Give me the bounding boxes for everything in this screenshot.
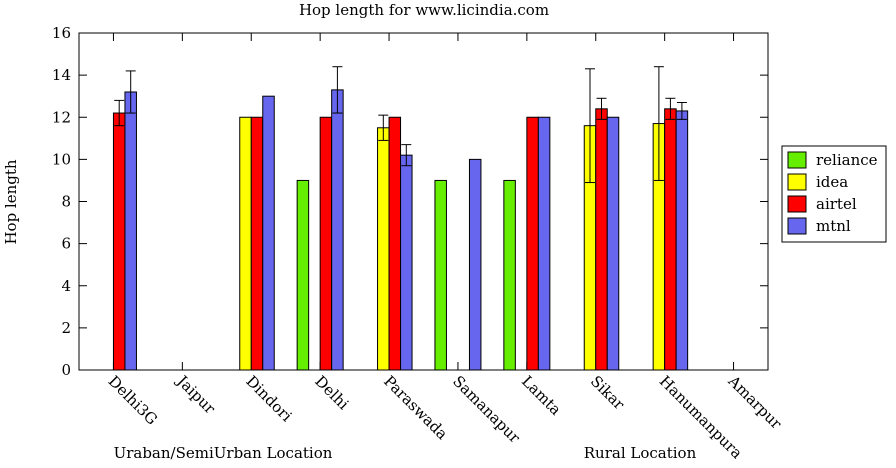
- legend-swatch-mtnl: [787, 217, 807, 235]
- bar-mtnl: [606, 116, 620, 371]
- y-axis-label: Hop length: [2, 159, 20, 244]
- y-tick-label: 12: [52, 108, 71, 126]
- x-tick-label: Dindori: [242, 372, 295, 425]
- y-tick-label: 14: [52, 66, 71, 84]
- bar-airtel: [595, 108, 608, 371]
- legend-label-airtel: airtel: [816, 195, 857, 213]
- bar-mtnl: [675, 110, 689, 371]
- bar-airtel: [250, 116, 264, 371]
- y-tick-label: 2: [61, 319, 71, 337]
- bar-airtel: [664, 108, 677, 371]
- y-tick-label: 10: [52, 150, 71, 168]
- y-tick-label: 6: [61, 235, 71, 253]
- y-tick-label: 16: [52, 24, 71, 42]
- bar-mtnl: [262, 95, 275, 371]
- y-tick-label: 0: [61, 361, 71, 379]
- y-tick-label: 8: [61, 193, 71, 211]
- x-tick-label: Paraswada: [380, 372, 451, 443]
- legend: reliance idea airtel mtnl: [781, 145, 887, 243]
- x-tick-label: Samanapur: [449, 372, 524, 447]
- bar-reliance: [434, 179, 447, 371]
- bar-mtnl: [537, 116, 551, 371]
- chart-title: Hop length for www.licindia.com: [299, 1, 549, 19]
- legend-label-reliance: reliance: [816, 151, 878, 169]
- bar-reliance: [503, 179, 516, 371]
- bar-airtel: [319, 116, 333, 371]
- x-tick-label: Amarpur: [724, 371, 786, 433]
- x-tick-label: Delhi3G: [105, 372, 161, 428]
- y-tick-label: 4: [61, 277, 71, 295]
- bar-mtnl: [124, 91, 137, 371]
- legend-label-mtnl: mtnl: [816, 217, 851, 235]
- bar-airtel: [388, 116, 402, 371]
- x-tick-label: Delhi: [311, 372, 352, 413]
- x-tick-label: Sikar: [587, 372, 629, 414]
- x-tick-label: Lamta: [518, 372, 565, 419]
- legend-swatch-reliance: [787, 151, 807, 169]
- bar-idea: [239, 116, 252, 371]
- bar-airtel: [526, 116, 539, 371]
- bar-idea: [377, 127, 390, 371]
- legend-label-idea: idea: [816, 173, 848, 191]
- legend-swatch-idea: [787, 173, 807, 191]
- bar-reliance: [296, 179, 310, 371]
- x-tick-label: Jaipur: [172, 371, 219, 418]
- bar-airtel: [112, 112, 126, 371]
- x-group-label: Rural Location: [584, 444, 697, 462]
- plot-area: 0 2 4 6 8 10 12 14 16 Delhi3G Jaipur Dindori Delhi Pa…: [52, 24, 786, 462]
- bar-mtnl: [468, 158, 482, 371]
- x-group-label: Uraban/SemiUrban Location: [114, 444, 333, 462]
- bar-mtnl: [331, 89, 344, 371]
- legend-swatch-airtel: [787, 195, 807, 213]
- bar-mtnl: [400, 154, 413, 371]
